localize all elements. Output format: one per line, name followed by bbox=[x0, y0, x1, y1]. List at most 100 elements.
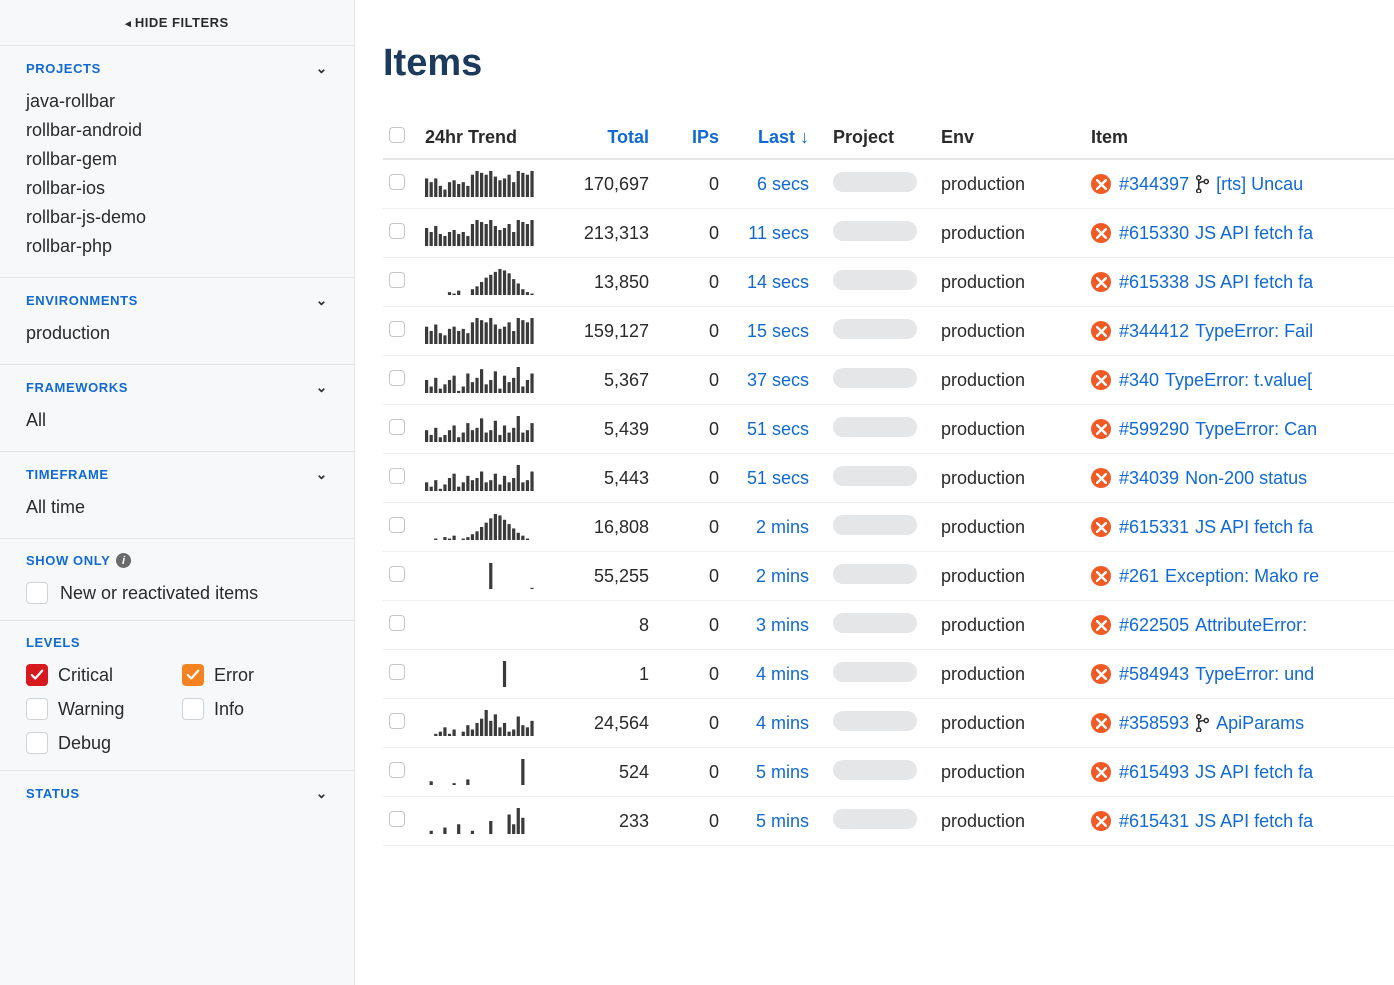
last-cell[interactable]: 14 secs bbox=[725, 258, 815, 307]
item-title: JS API fetch fa bbox=[1195, 272, 1313, 293]
project-item[interactable]: rollbar-ios bbox=[26, 174, 328, 203]
level-error[interactable]: Error bbox=[182, 664, 328, 686]
last-cell[interactable]: 5 mins bbox=[725, 797, 815, 846]
project-item[interactable]: rollbar-gem bbox=[26, 145, 328, 174]
environments-label: ENVIRONMENTS bbox=[26, 293, 138, 308]
project-pill bbox=[833, 515, 917, 535]
row-checkbox[interactable] bbox=[389, 713, 405, 729]
levels-grid: Critical Error Warning Info Debug bbox=[26, 664, 328, 754]
frameworks-header[interactable]: FRAMEWORKS ⌄ bbox=[26, 379, 328, 396]
project-pill bbox=[833, 172, 917, 192]
item-link[interactable]: #615338 JS API fetch fa bbox=[1119, 272, 1313, 293]
item-cell: #358593 ApiParams bbox=[1085, 699, 1394, 748]
table-row: 5,443 0 51 secs production #34039 Non-20… bbox=[383, 454, 1394, 503]
last-cell[interactable]: 5 mins bbox=[725, 748, 815, 797]
row-checkbox[interactable] bbox=[389, 762, 405, 778]
item-id: #34039 bbox=[1119, 468, 1179, 489]
environment-value[interactable]: production bbox=[26, 319, 328, 348]
last-cell[interactable]: 15 secs bbox=[725, 307, 815, 356]
row-checkbox[interactable] bbox=[389, 566, 405, 582]
checkbox[interactable] bbox=[26, 582, 48, 604]
checkbox[interactable] bbox=[182, 698, 204, 720]
row-checkbox[interactable] bbox=[389, 419, 405, 435]
last-cell[interactable]: 4 mins bbox=[725, 650, 815, 699]
project-pill bbox=[833, 760, 917, 780]
trend-cell bbox=[419, 503, 559, 552]
project-item[interactable]: rollbar-js-demo bbox=[26, 203, 328, 232]
row-checkbox[interactable] bbox=[389, 517, 405, 533]
row-checkbox[interactable] bbox=[389, 174, 405, 190]
total-cell: 13,850 bbox=[559, 258, 655, 307]
hide-filters-button[interactable]: HIDE FILTERS bbox=[0, 0, 354, 46]
item-link[interactable]: #340 TypeError: t.value[ bbox=[1119, 370, 1312, 391]
row-checkbox[interactable] bbox=[389, 321, 405, 337]
item-link[interactable]: #344412 TypeError: Fail bbox=[1119, 321, 1313, 342]
row-checkbox[interactable] bbox=[389, 664, 405, 680]
project-pill bbox=[833, 368, 917, 388]
last-cell[interactable]: 11 secs bbox=[725, 209, 815, 258]
frameworks-value[interactable]: All bbox=[26, 406, 328, 435]
item-link[interactable]: #599290 TypeError: Can bbox=[1119, 419, 1317, 440]
total-cell: 233 bbox=[559, 797, 655, 846]
trend-cell bbox=[419, 797, 559, 846]
item-link[interactable]: #584943 TypeError: und bbox=[1119, 664, 1314, 685]
show-only-option[interactable]: New or reactivated items bbox=[26, 582, 328, 604]
last-cell[interactable]: 6 secs bbox=[725, 159, 815, 209]
project-item[interactable]: java-rollbar bbox=[26, 87, 328, 116]
item-link[interactable]: #615330 JS API fetch fa bbox=[1119, 223, 1313, 244]
item-link[interactable]: #34039 Non-200 status bbox=[1119, 468, 1307, 489]
header-total[interactable]: Total bbox=[559, 117, 655, 159]
header-ips[interactable]: IPs bbox=[655, 117, 725, 159]
filter-sidebar: HIDE FILTERS PROJECTS ⌄ java-rollbarroll… bbox=[0, 0, 355, 985]
projects-header[interactable]: PROJECTS ⌄ bbox=[26, 60, 328, 77]
checkbox[interactable] bbox=[182, 664, 204, 686]
environments-header[interactable]: ENVIRONMENTS ⌄ bbox=[26, 292, 328, 309]
item-link[interactable]: #358593 ApiParams bbox=[1119, 713, 1304, 734]
item-link[interactable]: #615493 JS API fetch fa bbox=[1119, 762, 1313, 783]
last-cell[interactable]: 37 secs bbox=[725, 356, 815, 405]
timeframe-value[interactable]: All time bbox=[26, 493, 328, 522]
project-cell bbox=[815, 552, 935, 601]
item-link[interactable]: #261 Exception: Mako re bbox=[1119, 566, 1319, 587]
level-warning[interactable]: Warning bbox=[26, 698, 172, 720]
item-link[interactable]: #615431 JS API fetch fa bbox=[1119, 811, 1313, 832]
level-critical[interactable]: Critical bbox=[26, 664, 172, 686]
header-checkbox[interactable] bbox=[383, 117, 419, 159]
row-checkbox[interactable] bbox=[389, 223, 405, 239]
last-cell[interactable]: 51 secs bbox=[725, 405, 815, 454]
total-cell: 159,127 bbox=[559, 307, 655, 356]
item-title: JS API fetch fa bbox=[1195, 762, 1313, 783]
last-cell[interactable]: 3 mins bbox=[725, 601, 815, 650]
row-checkbox[interactable] bbox=[389, 615, 405, 631]
env-cell: production bbox=[935, 307, 1085, 356]
project-item[interactable]: rollbar-android bbox=[26, 116, 328, 145]
error-icon bbox=[1091, 321, 1111, 341]
env-cell: production bbox=[935, 159, 1085, 209]
project-item[interactable]: rollbar-php bbox=[26, 232, 328, 261]
last-cell[interactable]: 51 secs bbox=[725, 454, 815, 503]
row-checkbox[interactable] bbox=[389, 811, 405, 827]
environments-section: ENVIRONMENTS ⌄ production bbox=[0, 278, 354, 365]
last-cell[interactable]: 4 mins bbox=[725, 699, 815, 748]
item-link[interactable]: #344397 [rts] Uncau bbox=[1119, 174, 1303, 195]
level-info[interactable]: Info bbox=[182, 698, 328, 720]
chevron-down-icon: ⌄ bbox=[316, 292, 328, 309]
checkbox[interactable] bbox=[26, 664, 48, 686]
checkbox[interactable] bbox=[26, 698, 48, 720]
timeframe-header[interactable]: TIMEFRAME ⌄ bbox=[26, 466, 328, 483]
info-icon[interactable]: i bbox=[116, 553, 131, 568]
item-link[interactable]: #615331 JS API fetch fa bbox=[1119, 517, 1313, 538]
header-last[interactable]: Last ↓ bbox=[725, 117, 815, 159]
project-cell bbox=[815, 699, 935, 748]
item-link[interactable]: #622505 AttributeError: bbox=[1119, 615, 1307, 636]
level-debug[interactable]: Debug bbox=[26, 732, 172, 754]
item-id: #615331 bbox=[1119, 517, 1189, 538]
last-cell[interactable]: 2 mins bbox=[725, 503, 815, 552]
ips-cell: 0 bbox=[655, 356, 725, 405]
row-checkbox[interactable] bbox=[389, 370, 405, 386]
checkbox[interactable] bbox=[26, 732, 48, 754]
status-header[interactable]: STATUS ⌄ bbox=[26, 785, 328, 802]
row-checkbox[interactable] bbox=[389, 272, 405, 288]
last-cell[interactable]: 2 mins bbox=[725, 552, 815, 601]
row-checkbox[interactable] bbox=[389, 468, 405, 484]
